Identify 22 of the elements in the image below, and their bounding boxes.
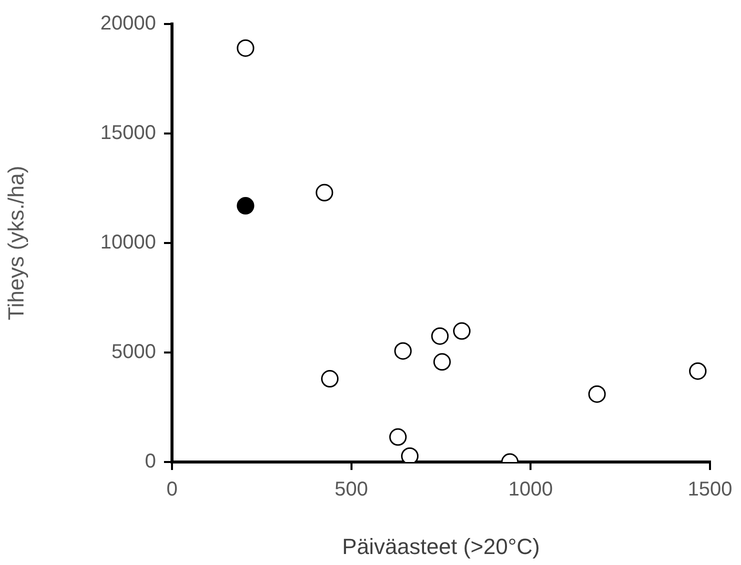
point: [431, 327, 449, 345]
x-tick-label: 500: [334, 478, 368, 501]
y-tick-label: 15000: [100, 122, 156, 144]
point: [316, 184, 334, 202]
x-tick-label: 0: [166, 478, 178, 501]
y-tick-label: 20000: [100, 12, 156, 35]
point: [689, 362, 707, 380]
point: [389, 428, 407, 446]
point: [453, 322, 471, 340]
y-tick-label: 5000: [112, 341, 156, 364]
x-tick-label: 1000: [508, 478, 553, 501]
y-tick-label: 10000: [100, 232, 156, 254]
point: [433, 353, 451, 371]
y-tick-label: 0: [144, 450, 156, 473]
point: [236, 39, 254, 57]
x-tick-label: 1500: [688, 478, 732, 501]
point: [394, 342, 412, 360]
x-axis-title: Päiväasteet (>20°C): [342, 534, 540, 559]
point: [588, 385, 606, 403]
point: [321, 370, 339, 388]
point: [236, 197, 254, 215]
y-axis-title: Tiheys (yks./ha): [3, 166, 28, 320]
